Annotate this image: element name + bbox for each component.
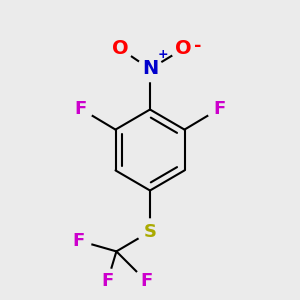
- Text: F: F: [101, 272, 113, 290]
- Text: F: F: [73, 232, 85, 250]
- Text: F: F: [140, 272, 152, 290]
- Text: F: F: [214, 100, 226, 118]
- Circle shape: [207, 96, 232, 121]
- Circle shape: [134, 269, 159, 294]
- Circle shape: [66, 228, 91, 253]
- Circle shape: [137, 219, 163, 244]
- Text: N: N: [142, 59, 158, 79]
- Text: +: +: [157, 48, 168, 61]
- Circle shape: [171, 36, 196, 61]
- Circle shape: [107, 36, 133, 61]
- Text: O: O: [112, 39, 128, 58]
- Text: O: O: [175, 39, 192, 58]
- Text: S: S: [143, 223, 157, 241]
- Text: -: -: [194, 37, 202, 55]
- Circle shape: [137, 56, 163, 82]
- Circle shape: [68, 96, 93, 121]
- Circle shape: [95, 269, 120, 294]
- Text: F: F: [74, 100, 86, 118]
